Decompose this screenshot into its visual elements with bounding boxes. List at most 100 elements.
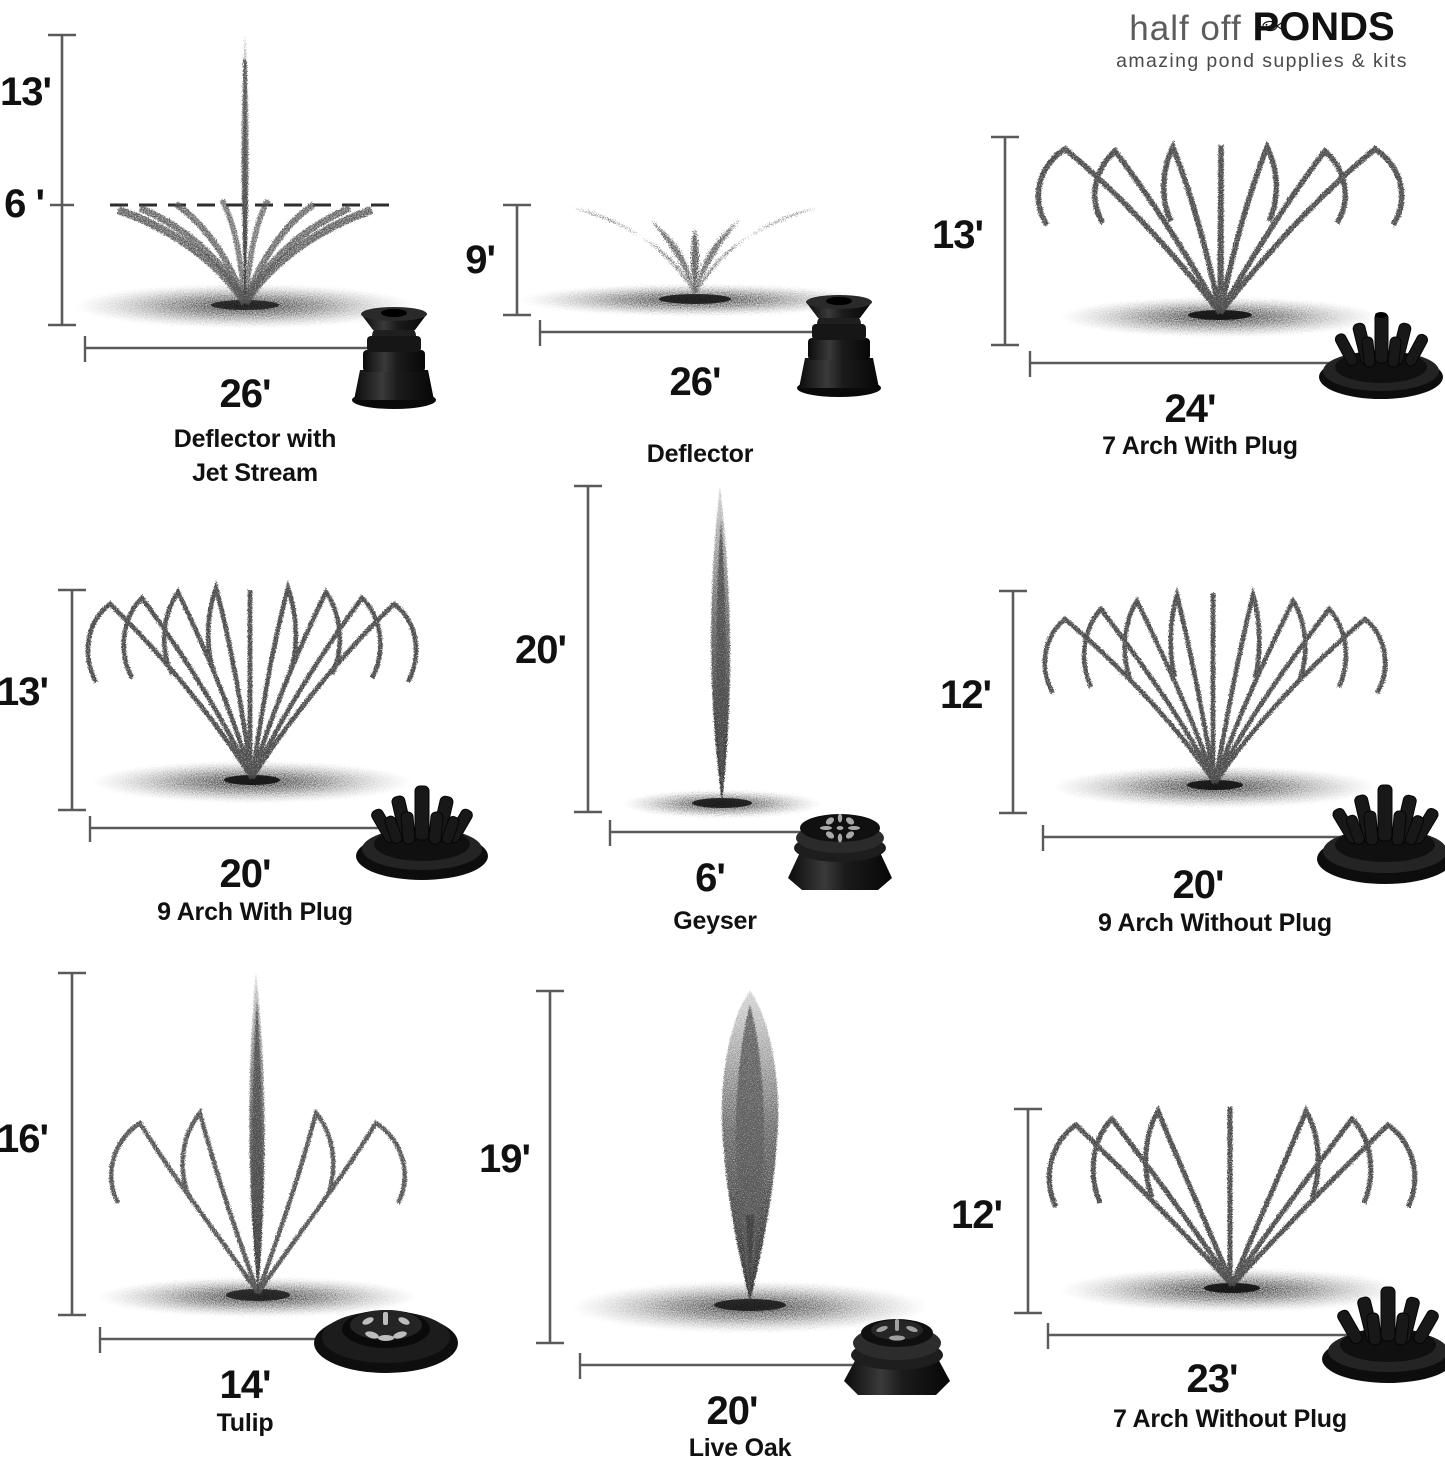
live-oak-diagram — [536, 989, 950, 1395]
tulip-diagram — [58, 971, 458, 1373]
pattern-name: Geyser — [570, 905, 860, 939]
nine-arch-plug-diagram — [58, 580, 488, 880]
height-dimension-line — [991, 135, 1019, 347]
brand-logo: half off PONDS amazing pond supplies & k… — [1087, 6, 1437, 73]
brand-wordmark: half off PONDS — [1087, 6, 1437, 48]
height-dimension-line — [1014, 1107, 1042, 1315]
pattern-name: 7 Arch With Plug — [1015, 430, 1385, 464]
deflector-spray — [116, 198, 374, 306]
tulip-center-jet — [249, 973, 265, 1293]
height-label: 13' — [0, 670, 49, 714]
tulip-outer-arches — [109, 1108, 407, 1295]
width-dimension-line — [608, 820, 810, 846]
width-label: 20' — [706, 1389, 758, 1433]
height-label: 13' — [0, 70, 52, 114]
width-label: 20' — [1172, 863, 1224, 907]
width-dimension-line — [98, 1327, 350, 1353]
arch-sprays — [1042, 586, 1388, 785]
height-dimension-line — [574, 484, 602, 814]
height-dimension-line — [999, 589, 1027, 815]
width-dimension-line — [1041, 825, 1355, 851]
pattern-name-line1: Deflector — [646, 440, 754, 468]
arch-sprays — [85, 580, 419, 780]
height-label: 16' — [0, 1117, 49, 1161]
pattern-name-line1: Deflector with — [173, 425, 337, 453]
panel-7-arch-with-plug: 13' 24' 7 Arch With Plug — [925, 105, 1445, 475]
pattern-name-line1: Tulip — [216, 1409, 274, 1437]
seven-arch-no-plug-diagram — [1014, 1105, 1445, 1383]
height-dimension-line — [503, 203, 531, 317]
height-label: 12' — [939, 673, 992, 717]
deflector-nozzle — [352, 307, 436, 409]
width-label: 20' — [219, 852, 271, 896]
arch-nozzle — [1319, 312, 1443, 399]
width-dimension-line — [538, 320, 845, 346]
deflector-fan-spray — [573, 208, 817, 296]
brand-name-bold-text: PONDS — [1252, 5, 1395, 49]
panel-live-oak: 19' 20' Live Oak — [460, 965, 950, 1462]
nine-arch-no-plug-diagram — [999, 586, 1445, 884]
arch-nozzle — [356, 785, 488, 880]
height-label: 13' — [931, 213, 984, 257]
tulip-nozzle — [314, 1310, 458, 1373]
mid-height-label: 6 ' — [4, 182, 45, 226]
pattern-name-line1: 9 Arch Without Plug — [1098, 909, 1332, 937]
arch-sprays — [1035, 140, 1405, 315]
height-dimension-line — [48, 33, 76, 327]
panel-9-arch-without-plug: 12' 20' 9 Arch Without Plug — [925, 565, 1445, 940]
arch-nozzle — [1317, 784, 1445, 884]
panel-geyser: 20' 6' Geyser — [470, 460, 920, 940]
pattern-name-line1: Live Oak — [688, 1434, 792, 1462]
pattern-name: 9 Arch Without Plug — [1015, 907, 1415, 941]
geyser-jet-spray — [711, 486, 730, 802]
width-label: 26' — [669, 360, 721, 404]
brand-name-thin: half off — [1129, 9, 1242, 48]
pattern-name-line1: 9 Arch With Plug — [157, 898, 353, 926]
panel-tulip: 16' 14' Tulip — [0, 945, 470, 1445]
arch-sprays — [1046, 1105, 1418, 1287]
pattern-name-line1: 7 Arch With Plug — [1102, 432, 1298, 460]
deflector-jet-diagram — [48, 33, 436, 409]
width-dimension-line — [1046, 1323, 1360, 1349]
brand-name-bold: PONDS — [1252, 5, 1394, 49]
liveoak-nozzle — [844, 1319, 950, 1395]
width-label: 24' — [1164, 387, 1216, 431]
seven-arch-plug-diagram — [991, 135, 1443, 399]
width-label: 23' — [1186, 1357, 1238, 1401]
height-label: 12' — [950, 1193, 1003, 1237]
panel-deflector-with-jet-stream: 13' 6 ' 26' Deflector with Jet Stream — [0, 0, 470, 490]
panel-7-arch-without-plug: 12' 23' 7 Arch Without Plug — [940, 1085, 1445, 1452]
width-dimension-line — [1028, 351, 1365, 377]
pattern-name: Live Oak — [610, 1432, 870, 1466]
width-dimension-line — [88, 816, 400, 842]
arch-nozzle — [1322, 1286, 1445, 1383]
height-label: 20' — [514, 628, 567, 672]
fish-icon — [1260, 19, 1284, 33]
width-label: 6' — [695, 856, 726, 900]
geyser-nozzle — [788, 813, 892, 890]
pattern-name-line1: Geyser — [673, 907, 757, 935]
width-dimension-line — [578, 1353, 890, 1379]
height-label: 9' — [465, 238, 496, 282]
pattern-name: 7 Arch Without Plug — [1030, 1403, 1430, 1437]
deflector-nozzle — [797, 295, 881, 397]
height-dimension-line — [536, 989, 564, 1345]
live-oak-plume — [721, 991, 779, 1303]
width-label: 26' — [219, 372, 271, 416]
height-dimension-line — [58, 588, 86, 812]
height-dimension-line — [58, 971, 86, 1317]
pattern-name: 9 Arch With Plug — [70, 896, 440, 930]
panel-9-arch-with-plug: 13' 20' 9 Arch With Plug — [0, 560, 488, 940]
pattern-name-line2: Jet Stream — [192, 458, 318, 487]
height-label: 19' — [478, 1137, 531, 1181]
geyser-diagram — [574, 484, 892, 890]
brand-tagline: amazing pond supplies & kits — [1116, 50, 1408, 72]
pattern-name: Deflector with Jet Stream — [85, 423, 425, 491]
pattern-name: Tulip — [115, 1407, 375, 1441]
center-jet-stream — [241, 34, 249, 303]
width-dimension-line — [83, 336, 400, 362]
panel-deflector: 9' 26' Deflector — [455, 160, 905, 490]
deflector-diagram — [503, 203, 881, 397]
pattern-name-line1: 7 Arch Without Plug — [1113, 1405, 1347, 1433]
